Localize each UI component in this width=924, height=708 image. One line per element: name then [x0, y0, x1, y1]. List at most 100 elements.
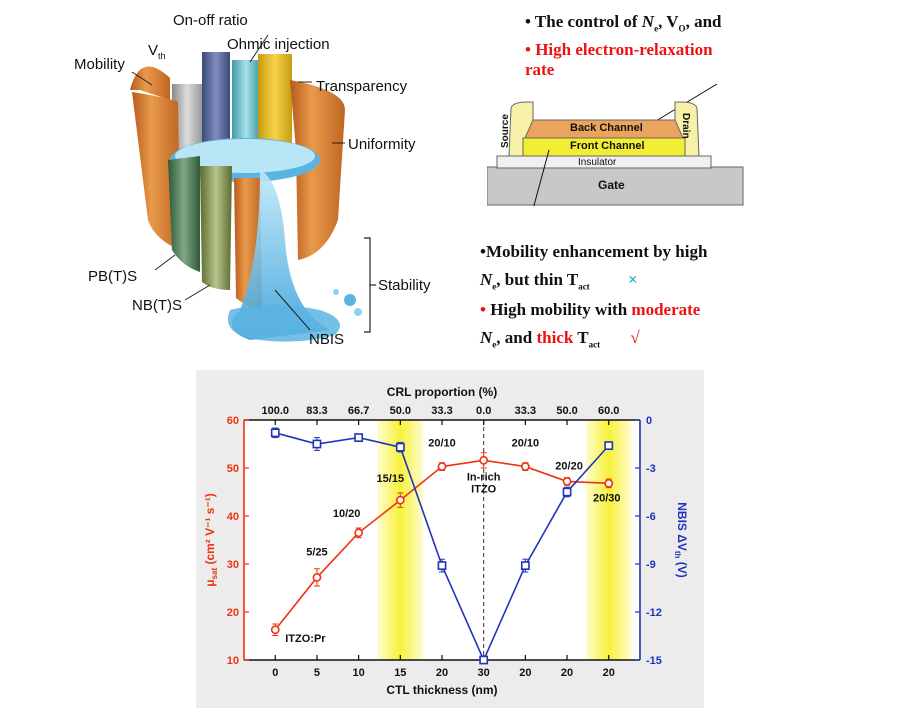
left-tick-label: 20: [227, 607, 239, 619]
b1-ne: N: [641, 12, 655, 31]
top-tick-label: 33.3: [515, 405, 536, 417]
data-point: [437, 561, 447, 570]
left-tick-label: 30: [227, 559, 239, 571]
left-axis-title-sub: sat: [210, 568, 219, 580]
b5-ne-sub: e: [492, 339, 497, 350]
point-label: 5/25: [306, 546, 327, 558]
left-tick-label: 60: [227, 415, 239, 427]
point-label: ITZO: [471, 483, 496, 495]
point-label: 20/20: [555, 460, 583, 472]
b1-ne-sub: e: [654, 23, 659, 34]
b1-prefix: • The control of: [525, 12, 642, 31]
b1-vo-sub: O: [678, 23, 686, 34]
label-ohmic-injection: Ohmic injection: [227, 36, 330, 53]
highlight-band: [377, 420, 424, 660]
b3-line1: •Mobility enhancement by high: [480, 242, 708, 261]
device-front-channel: Front Channel: [570, 140, 645, 152]
data-point: [520, 561, 530, 570]
bottom-tick-label: 30: [478, 667, 490, 679]
b1-mid: , V: [658, 12, 679, 31]
right-tick-label: -3: [646, 463, 656, 475]
data-point: [604, 441, 614, 450]
bottom-tick-label: 20: [519, 667, 531, 679]
b5-t-sub: act: [588, 339, 601, 350]
data-point: [312, 439, 322, 449]
label-mobility: Mobility: [74, 56, 125, 73]
data-point: [395, 495, 405, 505]
bullet-relaxation: • High electron-relaxation rate: [525, 40, 713, 80]
b3-t-sub: act: [578, 281, 590, 292]
b1-end: , and: [685, 12, 722, 31]
top-tick-label: 60.0: [598, 405, 619, 417]
top-tick-label: 50.0: [390, 405, 411, 417]
mobility-nbis-chart: 10 20 30 40 50 60 -15 -12 -9 -6 -3 0 0 5 10 15 20 30 20 20 2…: [203, 385, 689, 697]
right-tick-label: -15: [646, 655, 662, 667]
bottom-tick-label: 15: [394, 667, 406, 679]
point-label: 20/10: [428, 438, 456, 450]
top-axis-title: CRL proportion (%): [387, 385, 497, 399]
right-tick-label: -12: [646, 607, 662, 619]
data-point: [354, 433, 364, 442]
top-tick-label: 50.0: [556, 405, 577, 417]
right-axis-title-main: NBIS ΔV: [675, 502, 689, 551]
bottom-tick-label: 10: [353, 667, 365, 679]
bullet-mobility-thick: • High mobility with moderate Ne, and th…: [480, 296, 700, 358]
front-channel-layer: [522, 137, 686, 157]
bottom-tick-label: 0: [272, 667, 278, 679]
top-tick-label: 33.3: [431, 405, 452, 417]
device-insulator: Insulator: [578, 157, 617, 168]
bullet-control: • The control of Ne, VO, and: [525, 12, 721, 33]
b4-moderate: moderate: [631, 300, 701, 319]
left-tick-label: 50: [227, 463, 239, 475]
point-label: 15/15: [377, 473, 405, 485]
label-vth: Vth: [148, 42, 166, 61]
left-axis-title-units: (cm² V⁻¹ s⁻¹): [203, 493, 217, 568]
bucket-illustration: [130, 34, 376, 342]
bottom-tick-label: 20: [603, 667, 615, 679]
check-mark-icon: √: [630, 328, 640, 347]
label-on-off-ratio: On-off ratio: [173, 12, 248, 29]
device-source: Source: [500, 114, 511, 148]
right-axis-title-sub: th: [673, 551, 682, 559]
label-vth-main: V: [148, 42, 159, 59]
b5-t: T: [573, 328, 589, 347]
b3-mid: , but thin T: [496, 270, 579, 289]
point-label: 10/20: [333, 508, 361, 520]
left-axis-title-main: μ: [203, 579, 217, 586]
right-axis-title-units: (V): [675, 558, 689, 577]
right-axis-title: NBIS ΔVth (V): [673, 502, 689, 578]
device-back-channel: Back Channel: [570, 122, 643, 134]
bottom-tick-label: 20: [561, 667, 573, 679]
point-label: ITZO:Pr: [285, 633, 326, 645]
gate-layer: [487, 166, 744, 206]
data-point: [604, 478, 614, 488]
bullet-mobility-thin: •Mobility enhancement by high Ne, but th…: [480, 238, 707, 300]
top-tick-label: 0.0: [476, 405, 491, 417]
label-uniformity: Uniformity: [348, 136, 416, 153]
right-tick-label: 0: [646, 415, 652, 427]
b4-text: High mobility with: [485, 300, 632, 319]
b4-bullet: •: [480, 300, 486, 319]
right-tick-label: -6: [646, 511, 656, 523]
left-axis-title: μsat (cm² V⁻¹ s⁻¹): [203, 493, 219, 587]
device-drain: Drain: [680, 113, 691, 139]
data-point: [479, 655, 489, 665]
bottom-tick-label: 20: [436, 667, 448, 679]
data-point: [520, 462, 530, 471]
left-tick-label: 40: [227, 511, 239, 523]
cross-mark-icon: ×: [627, 270, 638, 289]
device-diagram: [487, 84, 744, 206]
top-tick-label: 100.0: [261, 405, 289, 417]
data-point: [562, 477, 572, 486]
data-point: [270, 428, 280, 438]
data-point: [479, 455, 489, 465]
b5-thick: thick: [536, 328, 574, 347]
data-point: [270, 625, 280, 635]
x-axis-title: CTL thickness (nm): [386, 683, 497, 697]
label-vth-sub: th: [158, 51, 166, 61]
label-nbts: NB(T)S: [132, 297, 182, 314]
label-stability: Stability: [378, 277, 431, 294]
label-nbis: NBIS: [309, 331, 345, 348]
left-tick-label: 10: [227, 655, 239, 667]
bottom-tick-label: 5: [314, 667, 320, 679]
